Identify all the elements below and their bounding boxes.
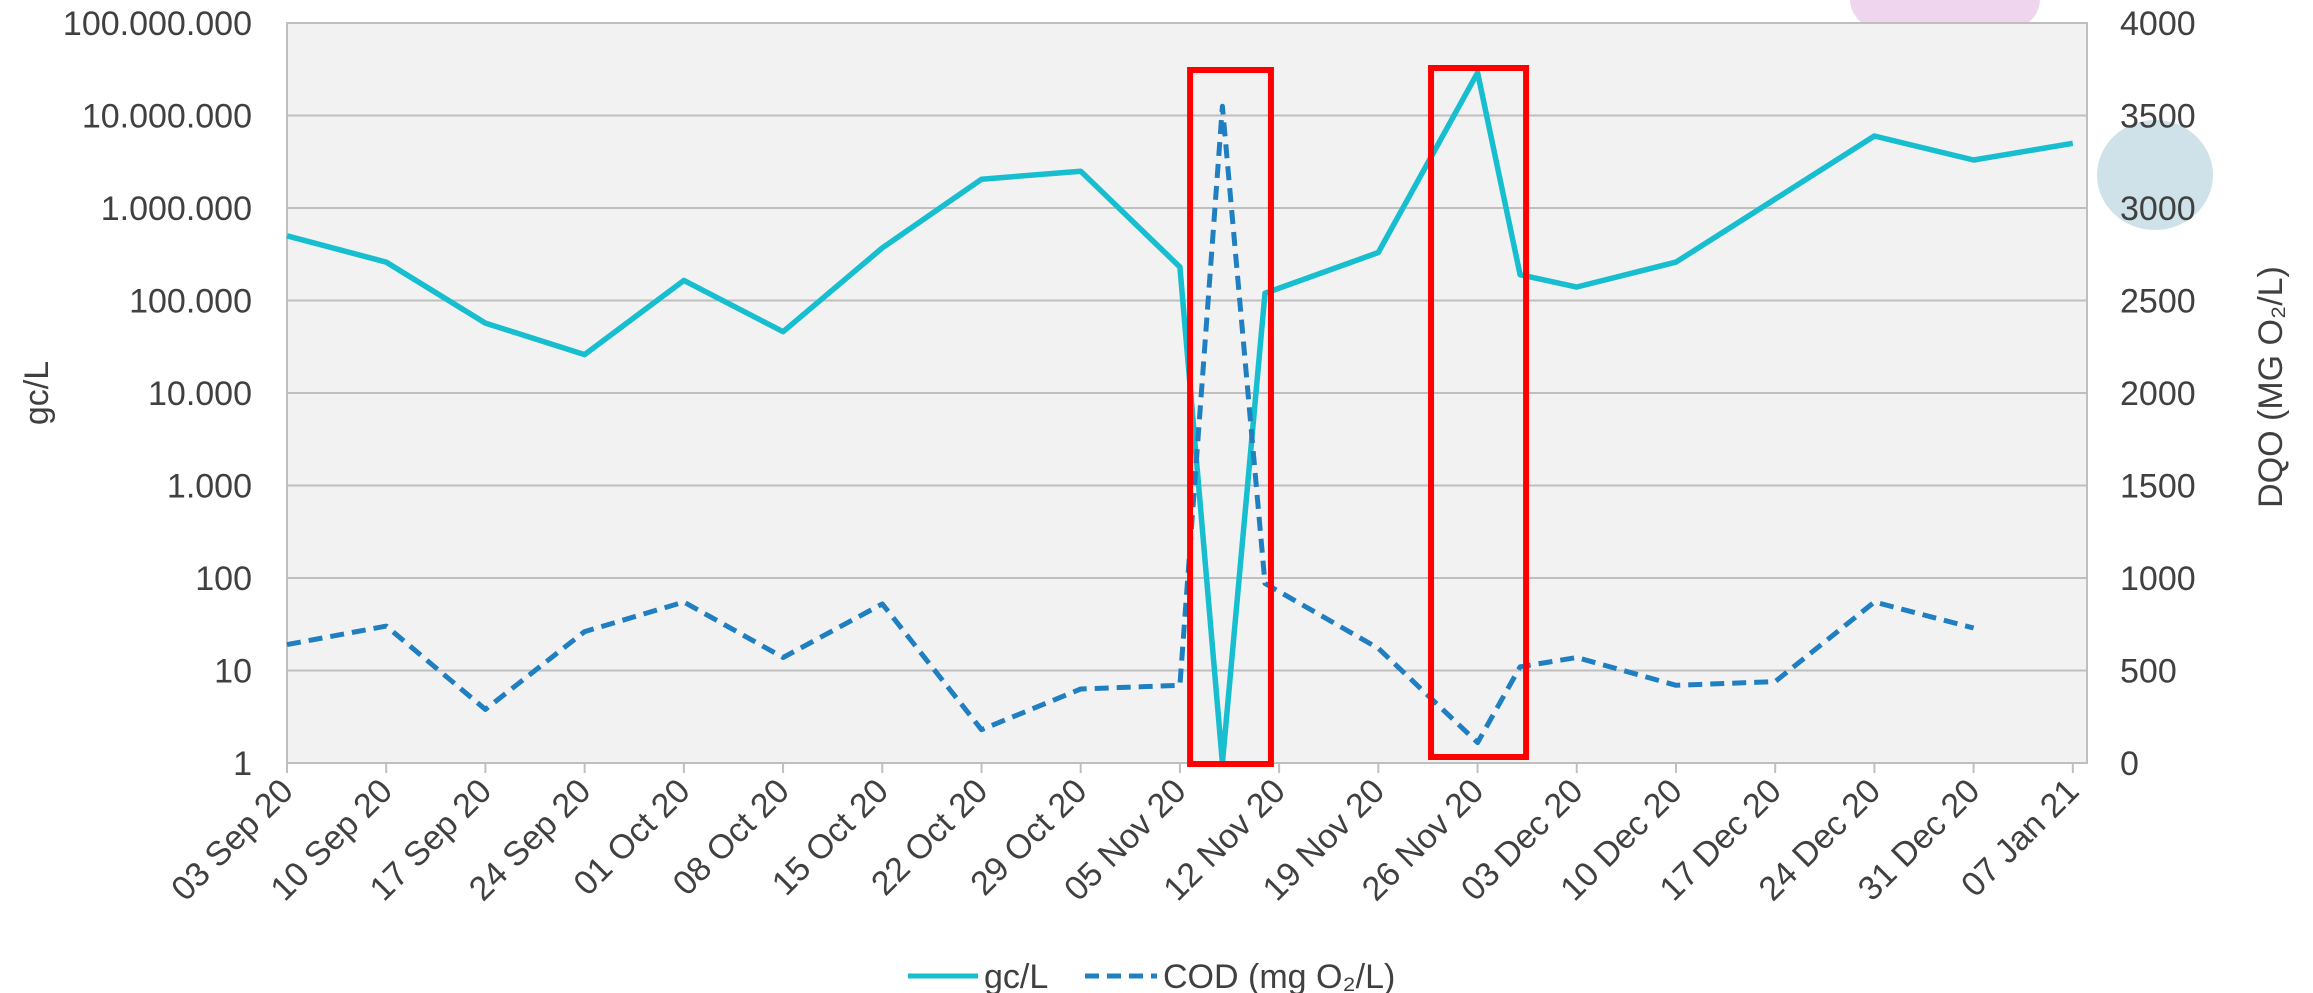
- highlight-boxes: [1187, 65, 1530, 767]
- legend-label-cod: COD (mg O₂/L): [1163, 958, 1395, 993]
- left-axis-title: gc/L: [18, 361, 56, 425]
- decorative-blue-blob: [2097, 120, 2213, 230]
- highlight-box: [1428, 65, 1530, 760]
- right-tick-label: 4000: [2120, 5, 2196, 43]
- right-axis-ticks: 0 500 1000 1500 2000 2500 3000 3500 4000: [2120, 5, 2196, 783]
- left-tick-label: 1: [233, 745, 252, 783]
- right-tick-label: 3500: [2120, 98, 2196, 136]
- right-tick-label: 1500: [2120, 468, 2196, 506]
- legend: gc/L COD (mg O₂/L): [908, 958, 1395, 993]
- right-tick-label: 2500: [2120, 283, 2196, 321]
- left-tick-label: 10.000.000: [82, 98, 252, 136]
- legend-label-gcl: gc/L: [984, 958, 1048, 993]
- highlight-box: [1187, 67, 1274, 767]
- right-axis-title: DQO (MG O₂/L): [2252, 266, 2290, 508]
- right-tick-label: 0: [2120, 745, 2139, 783]
- series-line-1: [286, 103, 1975, 746]
- left-tick-label: 10: [214, 653, 252, 691]
- right-tick-label: 2000: [2120, 375, 2196, 413]
- right-tick-label: 500: [2120, 653, 2177, 691]
- left-tick-label: 100: [195, 560, 252, 598]
- left-tick-label: 10.000: [148, 375, 252, 413]
- left-axis-ticks: 1 10 100 1.000 10.000 100.000 1.000.000 10.000.…: [63, 5, 252, 783]
- left-tick-label: 1.000: [167, 468, 252, 506]
- right-tick-label: 1000: [2120, 560, 2196, 598]
- right-tick-label: 3000: [2120, 190, 2196, 228]
- left-tick-label: 1.000.000: [101, 190, 252, 228]
- gridlines: [287, 114, 2087, 672]
- left-tick-label: 100.000.000: [63, 5, 252, 43]
- left-tick-label: 100.000: [129, 283, 252, 321]
